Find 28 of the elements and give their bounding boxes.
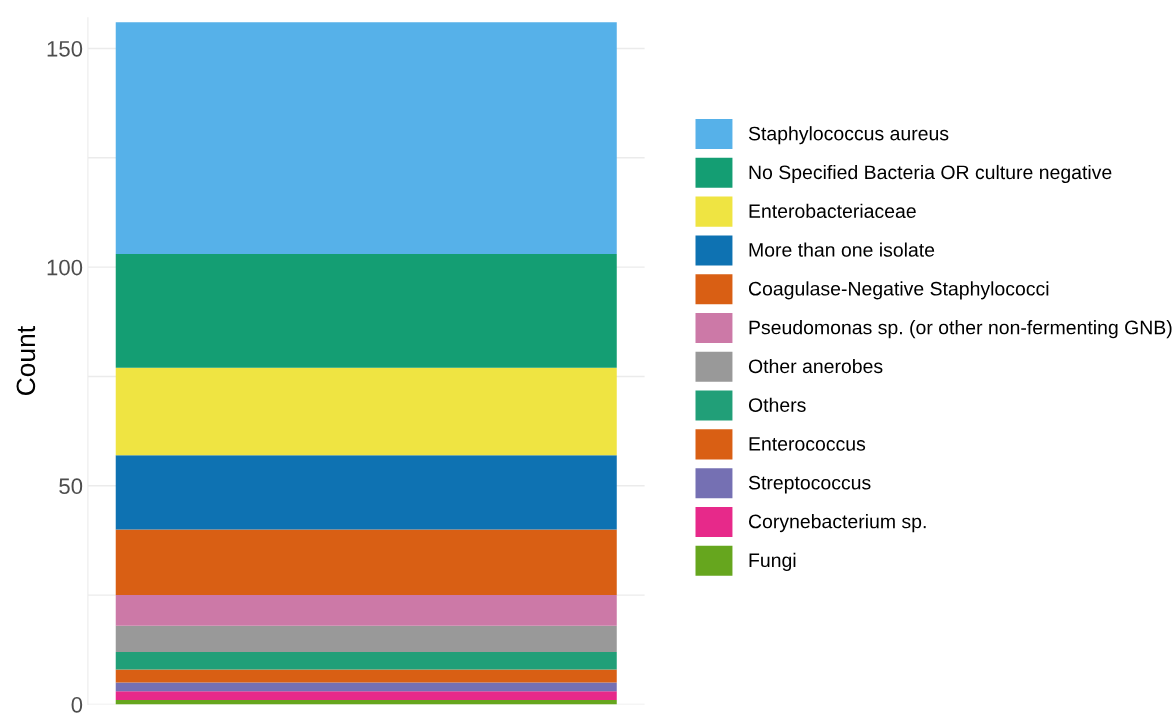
bar (115, 651, 617, 670)
legend-label: Corynebacterium sp. (748, 514, 926, 533)
legend-label: Coagulase-Negative Staphylococci (748, 281, 1049, 300)
y-tick-label: 50 (59, 478, 83, 495)
bar (115, 529, 617, 596)
bar (115, 367, 617, 456)
legend-label: Other anerobes (748, 358, 883, 374)
y-tick-label: 150 (47, 40, 83, 57)
bar (115, 691, 617, 701)
bar (115, 595, 617, 626)
legend-label: Enterobacteriaceae (749, 203, 916, 218)
legend-label: Streptococcus (748, 475, 871, 494)
y-tick-label: 100 (47, 259, 83, 276)
bar (115, 455, 617, 530)
bar (115, 682, 617, 692)
legend-label: More than one isolate (749, 242, 935, 257)
legend-label: Staphylococcus aureus (748, 126, 949, 145)
legend-label: Others (748, 397, 806, 412)
bar (115, 700, 617, 705)
bar (115, 253, 617, 368)
bar (115, 669, 617, 683)
y-axis-title: Count (16, 326, 36, 395)
bar (115, 625, 617, 652)
legend-label: No Specified Bacteria OR culture negative (749, 164, 1112, 184)
legend-label: Enterococcus (749, 437, 866, 451)
legend-label: Pseudomonas sp. (or other non-fermenting GNB) (749, 320, 1172, 339)
legend-label: Fungi (749, 552, 796, 571)
y-tick-label: 0 (71, 696, 83, 713)
